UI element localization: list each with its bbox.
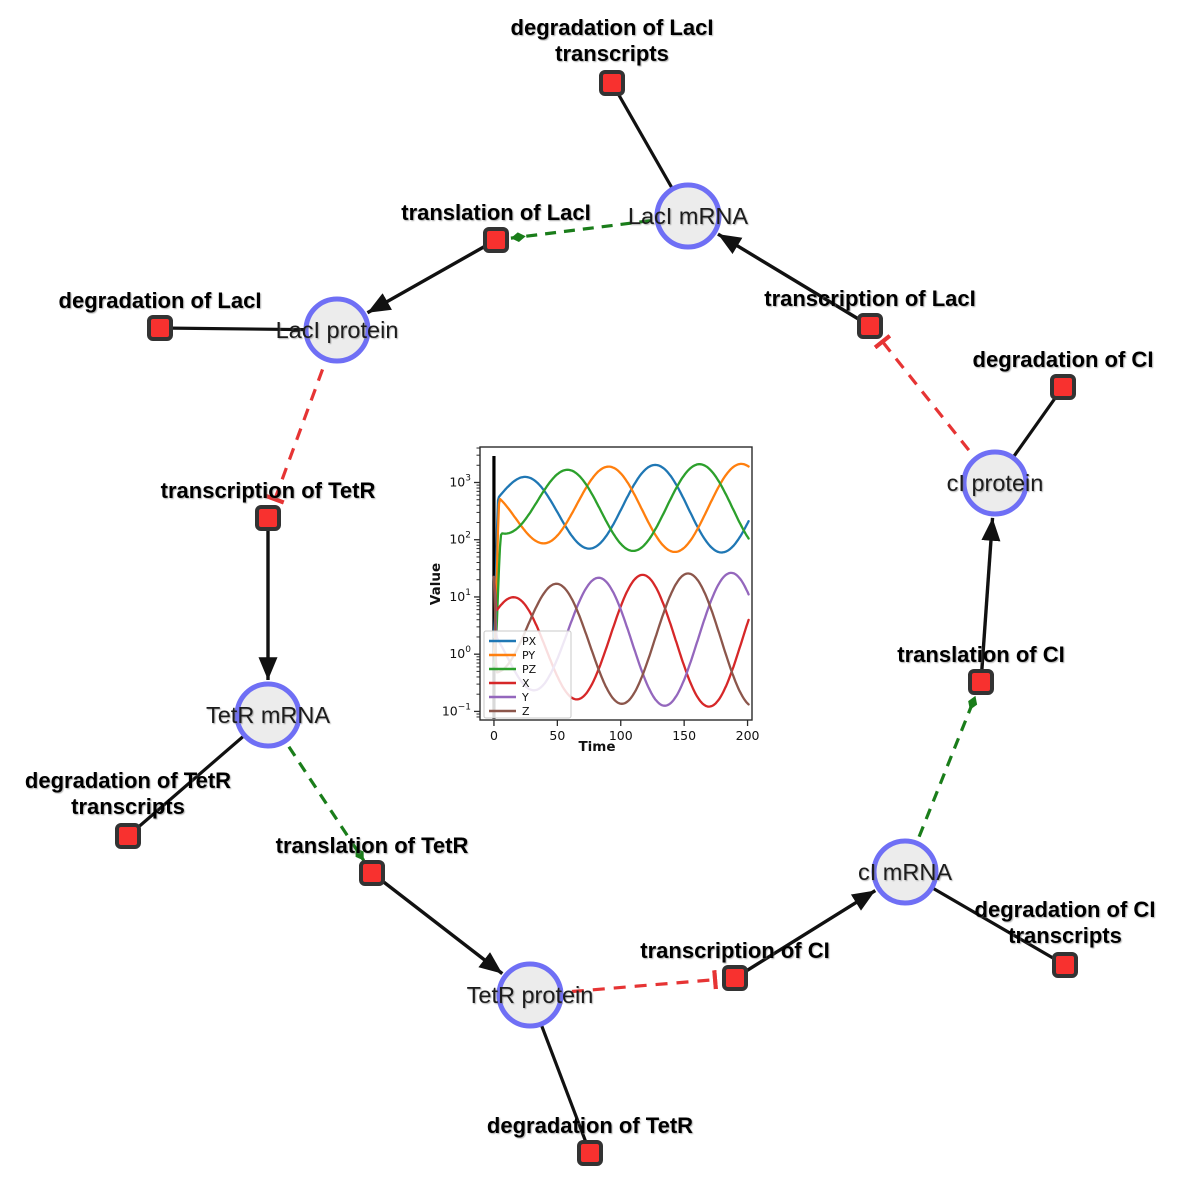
reaction-node-tl-ci[interactable] bbox=[968, 669, 994, 695]
reaction-label-tl-tetr-line0: translation of TetR bbox=[276, 833, 469, 858]
reaction-label-deg-tetr-transcripts-line0: degradation of TetR bbox=[25, 768, 231, 793]
plot-axes-box bbox=[479, 446, 753, 721]
species-label-tetr-mrna: TetR mRNA bbox=[206, 702, 330, 728]
reaction-label-deg-ci-transcripts-line0: degradation of CI bbox=[975, 897, 1156, 922]
edge-production-tl-ci-ci-protein bbox=[979, 517, 1001, 683]
reaction-node-tx-laci[interactable] bbox=[857, 313, 883, 339]
y-axis-label: Value bbox=[428, 563, 444, 605]
reaction-node-deg-tetr-transcripts[interactable] bbox=[115, 823, 141, 849]
reaction-label-tl-ci-line0: translation of CI bbox=[897, 642, 1064, 667]
species-label-laci-mrna: LacI mRNA bbox=[628, 203, 748, 229]
species-node-tetr-mrna[interactable] bbox=[234, 681, 302, 749]
x-tick-label-100: 100 bbox=[609, 728, 633, 743]
reaction-label-tx-ci-line0: transcription of CI bbox=[640, 938, 829, 963]
plot-curve-X bbox=[492, 573, 750, 708]
reaction-label-deg-ci-line0: degradation of CI bbox=[973, 347, 1154, 372]
edge-modifier-ci-mrna-tl-ci bbox=[903, 695, 978, 873]
reaction-label-deg-laci-transcripts-line0: degradation of LacI bbox=[511, 15, 714, 40]
species-label-tetr-protein: TetR protein bbox=[467, 982, 594, 1008]
legend-label-X: X bbox=[522, 677, 530, 690]
species-node-laci-mrna[interactable] bbox=[654, 182, 722, 250]
x-tick-label-150: 150 bbox=[672, 728, 696, 743]
species-label-ci-protein: cI protein bbox=[947, 470, 1044, 496]
reaction-node-tx-tetr[interactable] bbox=[255, 505, 281, 531]
plot-curve-PX bbox=[492, 463, 750, 639]
reaction-label-deg-tetr-transcripts-line1: transcripts bbox=[71, 794, 185, 819]
species-label-ci-mrna: cI mRNA bbox=[858, 859, 952, 885]
edge-production-tl-tetr-tetr-protein bbox=[370, 871, 504, 975]
species-node-ci-mrna[interactable] bbox=[871, 838, 939, 906]
species-node-ci-protein[interactable] bbox=[961, 449, 1029, 517]
plot-curve-PY bbox=[492, 462, 750, 656]
species-node-laci-protein[interactable] bbox=[303, 296, 371, 364]
reaction-label-tl-laci-line0: translation of LacI bbox=[401, 200, 590, 225]
reaction-node-deg-ci-transcripts[interactable] bbox=[1052, 952, 1078, 978]
reaction-label-deg-laci-line0: degradation of LacI bbox=[59, 288, 262, 313]
reaction-label-deg-ci-transcripts-line1: transcripts bbox=[1008, 923, 1122, 948]
species-node-tetr-protein[interactable] bbox=[496, 961, 564, 1029]
x-tick-label-50: 50 bbox=[549, 728, 565, 743]
reaction-label-deg-tetr-line0: degradation of TetR bbox=[487, 1113, 693, 1138]
reaction-label-deg-laci-transcripts-line1: transcripts bbox=[555, 41, 669, 66]
x-tick-label-200: 200 bbox=[736, 728, 760, 743]
reaction-node-deg-laci[interactable] bbox=[147, 315, 173, 341]
nodes-layer bbox=[115, 70, 1078, 1166]
reaction-label-tx-tetr-line0: transcription of TetR bbox=[161, 478, 376, 503]
legend-label-PY: PY bbox=[522, 649, 535, 662]
reaction-node-deg-ci[interactable] bbox=[1050, 374, 1076, 400]
legend-label-PX: PX bbox=[522, 635, 537, 648]
legend-label-Z: Z bbox=[522, 705, 530, 718]
x-axis-label: Time bbox=[578, 739, 615, 755]
legend-label-Y: Y bbox=[521, 691, 529, 704]
reaction-node-deg-tetr[interactable] bbox=[577, 1140, 603, 1166]
edge-production-tx-ci-ci-mrna bbox=[734, 889, 877, 980]
reaction-node-tx-ci[interactable] bbox=[722, 965, 748, 991]
oscillation-plot: 0 50 100 150 20010310210110010−1TimeValuePXP… bbox=[428, 438, 775, 762]
edge-production-tx-laci-laci-mrna bbox=[717, 232, 871, 328]
reaction-label-tx-laci-line0: transcription of LacI bbox=[764, 286, 975, 311]
plot-curve-PZ bbox=[492, 463, 750, 667]
labels-layer: degradation of LacItranscriptstranslatio… bbox=[25, 15, 1156, 1138]
reaction-node-tl-laci[interactable] bbox=[483, 227, 509, 253]
species-label-laci-protein: LacI protein bbox=[276, 317, 399, 343]
legend-label-PZ: PZ bbox=[522, 663, 537, 676]
x-tick-label-0: 0 bbox=[490, 728, 498, 743]
reaction-node-tl-tetr[interactable] bbox=[359, 860, 385, 886]
plot-curve-Z bbox=[492, 572, 750, 706]
reaction-node-deg-laci-transcripts[interactable] bbox=[599, 70, 625, 96]
edge-production-tl-laci-laci-protein bbox=[366, 238, 497, 315]
